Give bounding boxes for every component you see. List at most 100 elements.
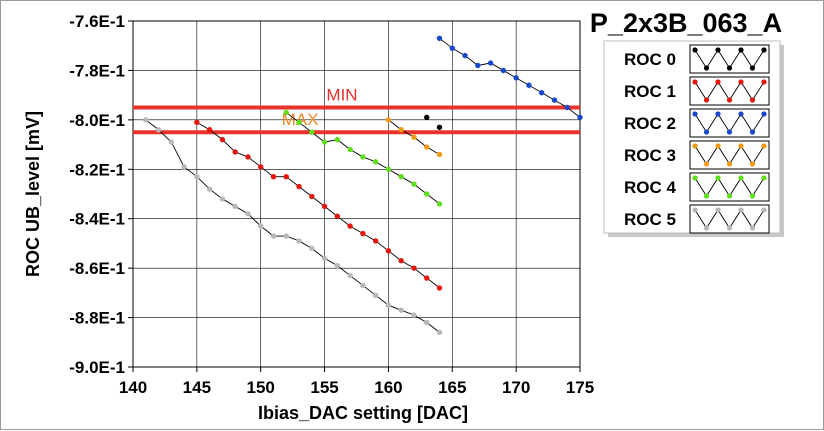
- data-point: [309, 193, 315, 200]
- data-point: [424, 191, 430, 197]
- legend-label: ROC 4: [624, 178, 677, 197]
- data-point: [321, 203, 328, 210]
- data-point: [245, 154, 251, 160]
- legend-swatch-marker: [726, 65, 733, 71]
- series-roc-4: [283, 109, 443, 207]
- data-point: [411, 265, 417, 271]
- legend-swatch-marker: [738, 47, 744, 53]
- x-tick-label: 170: [502, 378, 530, 397]
- legend-swatch-marker: [761, 175, 767, 181]
- series-roc-5: [143, 117, 443, 336]
- legend-label: ROC 3: [624, 146, 676, 165]
- data-point: [424, 275, 430, 281]
- data-point: [334, 213, 341, 219]
- legend-swatch-marker: [715, 207, 721, 213]
- legend-swatch-marker: [749, 129, 756, 135]
- data-point: [347, 272, 353, 279]
- legend-swatch-marker: [761, 47, 767, 53]
- data-point: [424, 319, 430, 326]
- legend-swatch-marker: [738, 79, 744, 85]
- data-point: [385, 117, 392, 123]
- data-point: [206, 186, 213, 192]
- data-point: [398, 127, 404, 133]
- legend-swatch-marker: [703, 97, 710, 103]
- limit-lines: MIN MAX: [133, 86, 580, 135]
- series-roc-1: [194, 119, 443, 291]
- data-point: [155, 127, 162, 133]
- legend-label: ROC 5: [624, 210, 676, 229]
- chart-title: P_2x3B_063_A: [590, 8, 782, 38]
- data-point: [436, 151, 443, 158]
- series-roc-2: [436, 35, 583, 121]
- x-tick-label: 165: [438, 378, 466, 397]
- legend-swatch-marker: [715, 47, 721, 53]
- data-point: [462, 52, 468, 59]
- legend-swatch-marker: [715, 175, 721, 181]
- data-point: [411, 181, 417, 187]
- data-point: [500, 67, 507, 74]
- data-point: [385, 248, 392, 254]
- legend-item: ROC 2: [624, 108, 770, 138]
- data-point: [296, 183, 302, 190]
- y-tick-label: -7.6E-1: [69, 12, 125, 31]
- legend-swatch-marker: [703, 193, 710, 199]
- data-point: [283, 109, 289, 116]
- legend-swatch-marker: [703, 161, 710, 167]
- legend-item: ROC 4: [624, 172, 770, 202]
- data-point: [449, 45, 455, 51]
- data-point: [194, 119, 200, 126]
- legend-swatch-marker: [692, 79, 698, 85]
- x-tick-label: 160: [374, 378, 402, 397]
- plot-area: [132, 20, 581, 368]
- data-point: [258, 223, 264, 229]
- axes: 140 145 150 155 160 165 170 175 -7.6E-1 -7.8E-1 -8…: [69, 12, 594, 397]
- legend-swatch-marker: [692, 111, 698, 117]
- data-point: [411, 312, 417, 318]
- y-tick-label: -7.8E-1: [69, 61, 125, 80]
- x-tick-label: 155: [310, 378, 338, 397]
- legend-swatch-marker: [738, 143, 744, 149]
- legend: ROC 0 ROC 1 ROC 2 ROC 3 ROC 4 ROC 5: [603, 40, 784, 237]
- data-point: [436, 285, 443, 291]
- legend-swatch-marker: [692, 143, 698, 149]
- x-tick-label: 150: [247, 378, 275, 397]
- data-point: [538, 89, 545, 96]
- data-point: [577, 114, 583, 121]
- data-point: [309, 129, 315, 135]
- data-point: [283, 233, 289, 239]
- legend-swatch-marker: [703, 225, 710, 231]
- data-point: [436, 201, 443, 207]
- y-tick-label: -8.8E-1: [69, 309, 125, 328]
- data-point: [168, 139, 175, 145]
- x-tick-label: 140: [119, 378, 147, 397]
- data-point: [513, 75, 519, 81]
- data-point: [398, 258, 404, 264]
- data-point: [372, 159, 379, 165]
- data-point: [232, 149, 238, 155]
- data-point: [334, 136, 341, 143]
- legend-swatch-marker: [692, 47, 698, 53]
- data-point: [385, 302, 392, 308]
- data-point: [551, 97, 558, 103]
- legend-swatch-marker: [726, 161, 733, 167]
- legend-swatch-marker: [749, 97, 756, 103]
- limit-label-max: MAX: [282, 110, 319, 129]
- legend-swatch-marker: [738, 207, 744, 213]
- y-tick-label: -8.0E-1: [69, 111, 125, 130]
- legend-swatch-marker: [761, 143, 767, 149]
- limit-label-min: MIN: [326, 86, 357, 105]
- legend-swatch-marker: [726, 97, 733, 103]
- data-point: [296, 238, 302, 244]
- data-point: [347, 146, 353, 153]
- data-point: [270, 233, 277, 239]
- legend-swatch: [689, 108, 770, 138]
- legend-item: ROC 0: [624, 44, 770, 74]
- data-point: [245, 211, 251, 217]
- data-point: [194, 174, 200, 180]
- y-tick-label: -8.4E-1: [69, 210, 125, 229]
- legend-item: ROC 1: [624, 76, 770, 106]
- data-point: [411, 134, 417, 140]
- data-point: [564, 104, 570, 111]
